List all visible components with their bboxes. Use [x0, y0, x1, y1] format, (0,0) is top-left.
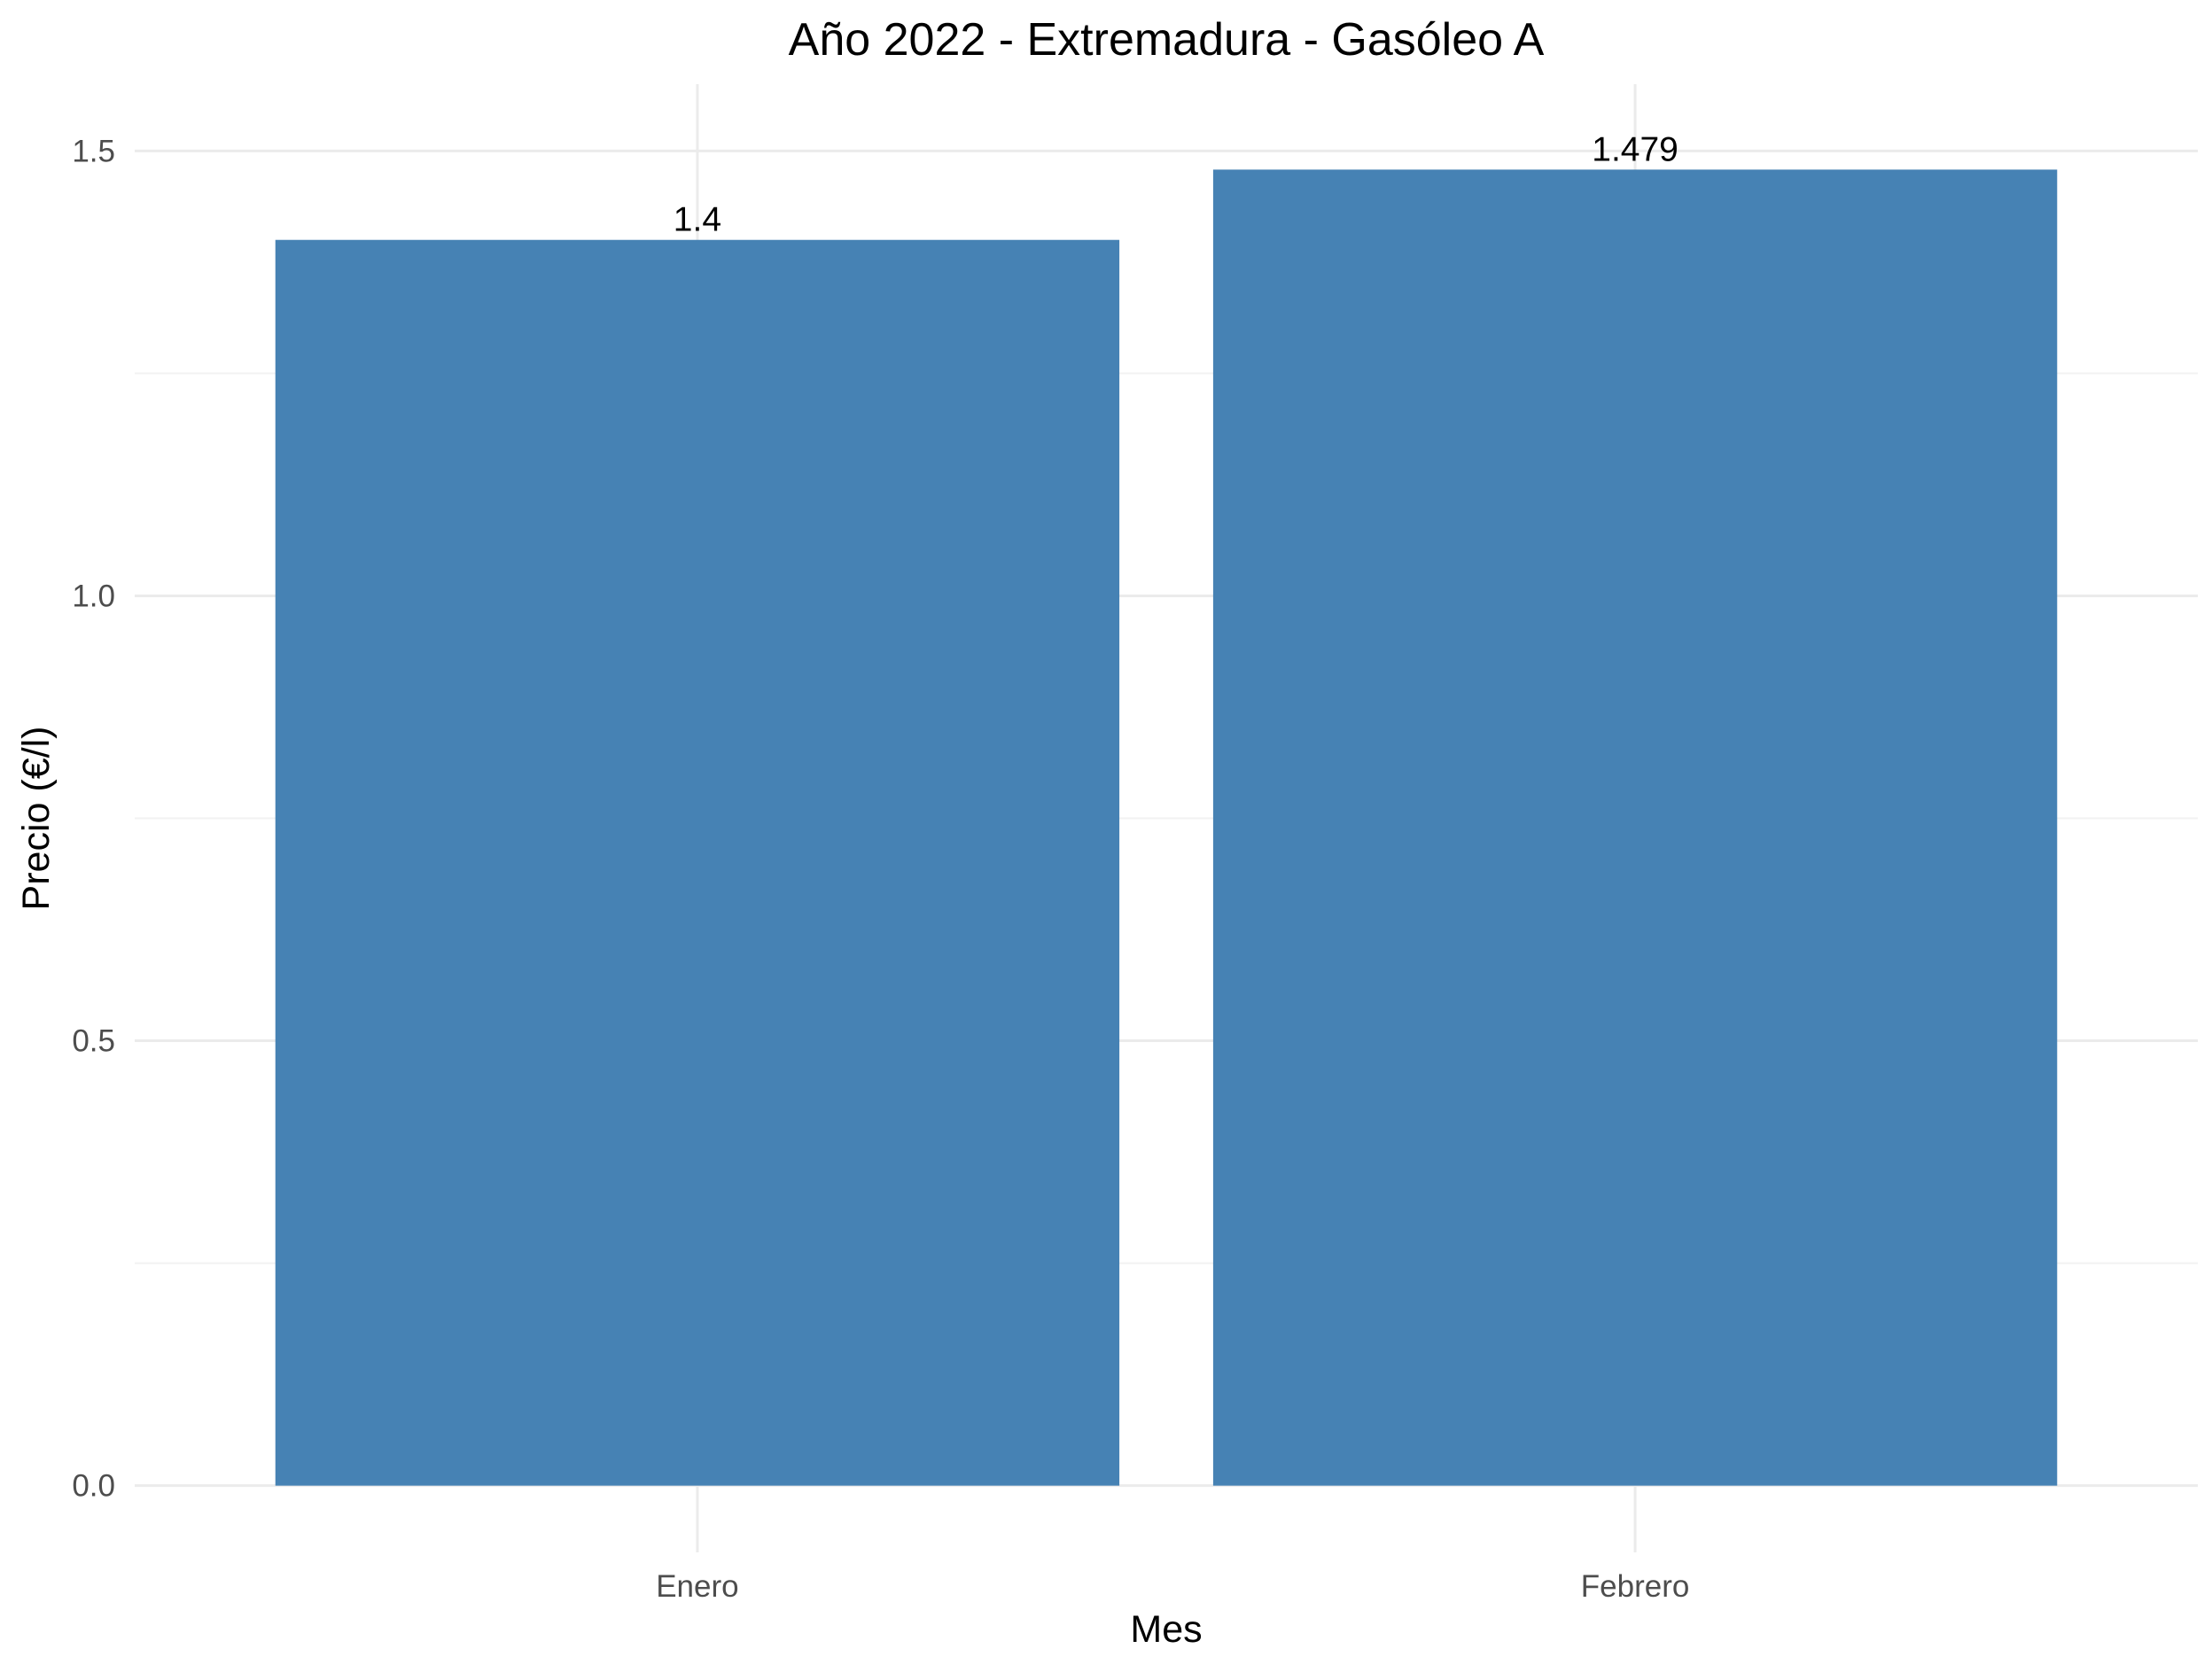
y-tick-label: 1.5 [72, 134, 115, 168]
data-label: 1.4 [674, 201, 721, 239]
y-tick-label: 1.0 [72, 579, 115, 613]
data-labels: 1.4 1.479 [674, 130, 1678, 238]
y-tick-label: 0.0 [72, 1469, 115, 1504]
x-tick-label: Febrero [1581, 1569, 1690, 1604]
bar-enero [275, 239, 1120, 1486]
x-tick-label: Enero [656, 1569, 738, 1604]
data-label: 1.479 [1592, 130, 1678, 168]
x-axis-ticks: Enero Febrero [656, 1569, 1689, 1604]
y-axis-ticks: 0.0 0.5 1.0 1.5 [72, 134, 115, 1503]
x-axis-title: Mes [1130, 1608, 1202, 1651]
y-tick-label: 0.5 [72, 1024, 115, 1059]
bar-febrero [1212, 169, 2058, 1486]
chart-title: Año 2022 - Extremadura - Gasóleo A [789, 14, 1545, 66]
bars [275, 169, 2058, 1486]
y-axis-title: Precio (€/l) [15, 727, 58, 911]
